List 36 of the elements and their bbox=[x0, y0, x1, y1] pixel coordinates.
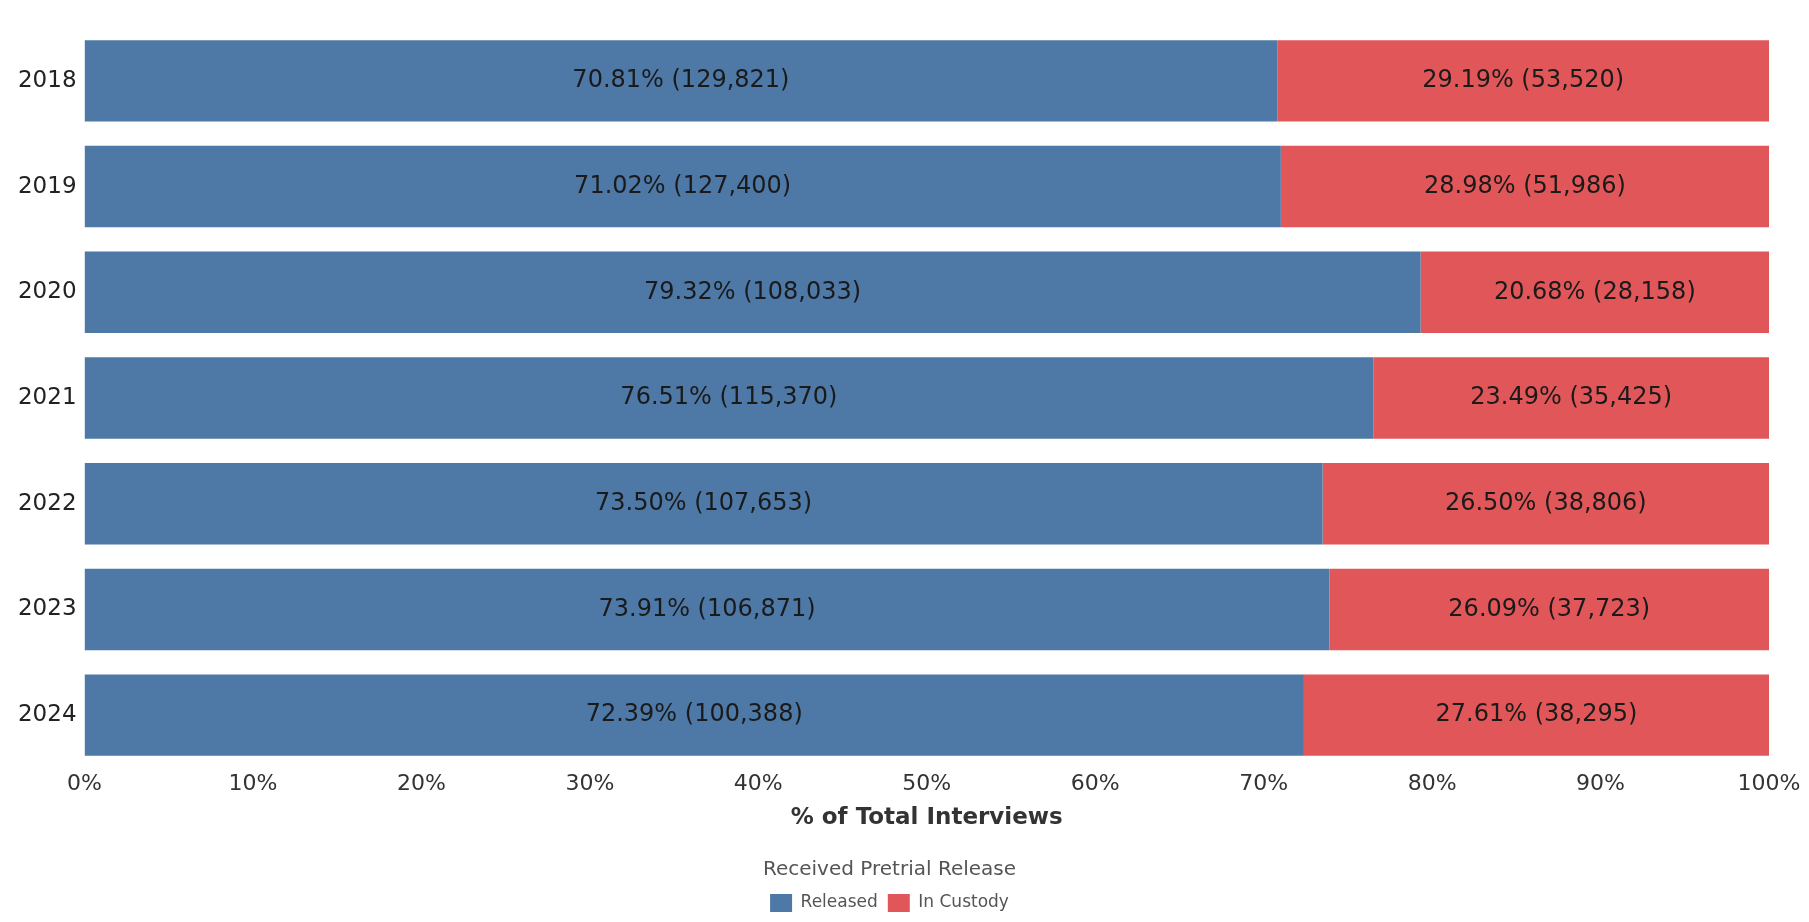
x-tick-label: 100% bbox=[1737, 769, 1801, 795]
y-tick-label: 2022 bbox=[17, 488, 77, 515]
data-label: 71.02% (127,400) bbox=[574, 170, 792, 199]
x-tick-label: 10% bbox=[228, 769, 278, 795]
x-tick-label: 20% bbox=[396, 769, 446, 795]
data-label: 79.32% (108,033) bbox=[644, 276, 862, 305]
data-label: 76.51% (115,370) bbox=[620, 382, 838, 411]
y-tick-label: 2018 bbox=[17, 65, 77, 92]
x-tick-label: 30% bbox=[565, 769, 615, 795]
x-tick-label: 70% bbox=[1239, 769, 1289, 795]
data-label: 73.91% (106,871) bbox=[598, 593, 816, 622]
x-tick-label: 80% bbox=[1407, 769, 1457, 795]
data-label: 72.39% (100,388) bbox=[585, 699, 803, 728]
data-label: 29.19% (53,520) bbox=[1422, 65, 1625, 94]
x-tick-label: 50% bbox=[902, 769, 952, 795]
x-tick-label: 90% bbox=[1576, 769, 1626, 795]
y-tick-label: 2023 bbox=[17, 594, 77, 621]
data-label: 28.98% (51,986) bbox=[1424, 170, 1626, 199]
x-tick-label: 60% bbox=[1070, 769, 1120, 795]
y-tick-label: 2024 bbox=[17, 700, 77, 727]
data-label: 70.81% (129,821) bbox=[572, 65, 790, 94]
y-tick-label: 2021 bbox=[17, 382, 77, 409]
data-label: 26.09% (37,723) bbox=[1448, 593, 1651, 622]
legend-label: Released bbox=[800, 891, 878, 912]
data-label: 73.50% (107,653) bbox=[595, 487, 813, 516]
data-label: 26.50% (38,806) bbox=[1444, 487, 1647, 516]
data-label: 27.61% (38,295) bbox=[1435, 699, 1638, 728]
legend-label: In Custody bbox=[918, 891, 1009, 912]
y-tick-label: 2020 bbox=[17, 277, 77, 304]
legend-title: Received Pretrial Release bbox=[762, 856, 1017, 881]
x-axis-title: % of Total Interviews bbox=[790, 803, 1063, 830]
x-tick-label: 0% bbox=[67, 769, 102, 795]
x-tick-label: 40% bbox=[733, 769, 783, 795]
data-label: 23.49% (35,425) bbox=[1470, 382, 1673, 411]
data-label: 20.68% (28,158) bbox=[1493, 276, 1696, 305]
y-tick-label: 2019 bbox=[17, 171, 77, 198]
